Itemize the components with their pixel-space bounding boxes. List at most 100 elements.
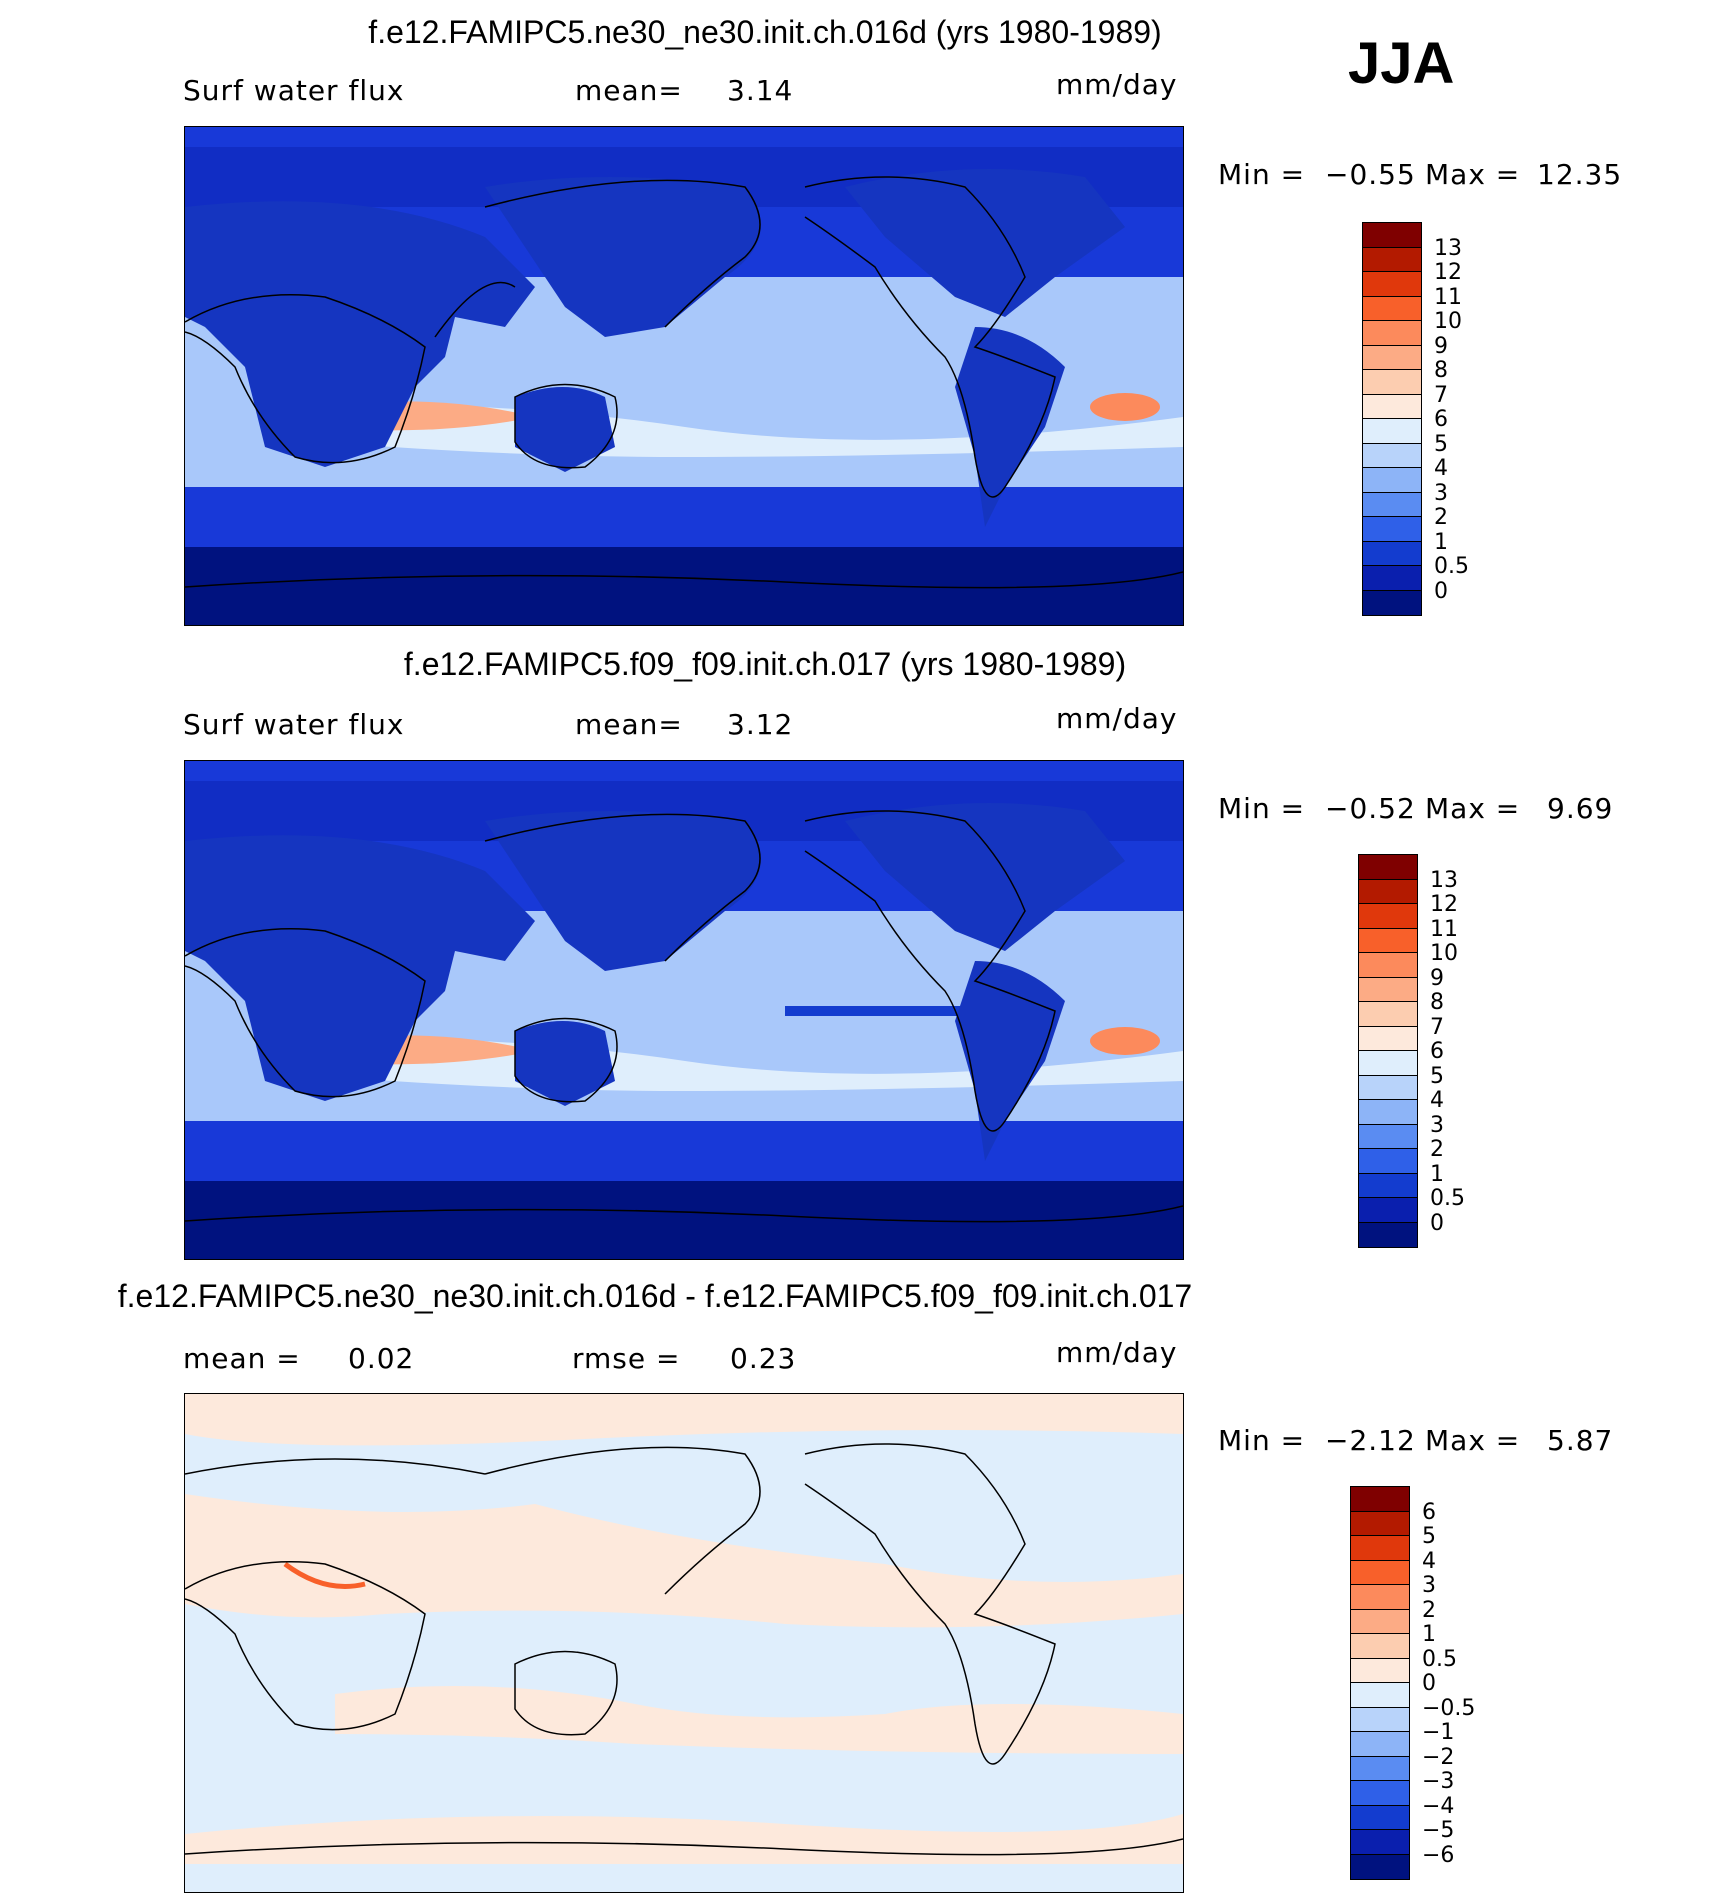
- colorbar-level-label: −4: [1422, 1793, 1455, 1819]
- colorbar-segment: [1363, 541, 1421, 566]
- colorbar-segment: [1351, 1634, 1409, 1659]
- colorbar-segment: [1363, 419, 1421, 444]
- colorbar-segment: [1363, 468, 1421, 493]
- colorbar-level-label: 6: [1430, 1039, 1444, 1064]
- colorbar-segment: [1351, 1487, 1409, 1512]
- colorbar-segment: [1351, 1756, 1409, 1781]
- panel3-max-label: Max =: [1425, 1424, 1521, 1457]
- colorbar-box: [1362, 222, 1422, 616]
- colorbar-segment: [1351, 1609, 1409, 1634]
- panel1-max-value: 12.35: [1537, 158, 1623, 191]
- colorbar-segment: [1359, 1222, 1417, 1247]
- colorbar-level-label: 1: [1430, 1161, 1444, 1187]
- colorbar-segment: [1351, 1805, 1409, 1830]
- colorbar-level-label: 7: [1434, 382, 1448, 408]
- colorbar-level-label: −0.5: [1422, 1695, 1476, 1721]
- panel2-min-value: −0.52: [1325, 792, 1416, 825]
- colorbar-segment: [1359, 1002, 1417, 1027]
- colorbar-segment: [1351, 1683, 1409, 1708]
- colorbar-segment: [1363, 394, 1421, 419]
- colorbar-level-label: 6: [1434, 407, 1448, 432]
- colorbar-segment: [1359, 1051, 1417, 1076]
- colorbar-segment: [1359, 1198, 1417, 1223]
- colorbar-box: [1358, 854, 1418, 1248]
- colorbar-level-label: 9: [1434, 333, 1448, 359]
- colorbar-level-label: 2: [1430, 1137, 1444, 1162]
- colorbar-segment: [1359, 1100, 1417, 1125]
- colorbar-segment: [1359, 977, 1417, 1002]
- colorbar-segment: [1363, 443, 1421, 468]
- panel1-left-label: Surf water flux: [183, 74, 405, 107]
- season-label: JJA: [1348, 31, 1455, 96]
- panel3-max-value: 5.87: [1547, 1424, 1614, 1457]
- panel1-min-label: Min =: [1218, 158, 1306, 191]
- colorbar-level-label: 8: [1434, 358, 1448, 383]
- colorbar-segment: [1351, 1585, 1409, 1610]
- colorbar-level-label: 0: [1422, 1671, 1436, 1696]
- panel1-mean-value: 3.14: [727, 74, 794, 107]
- panel2-title: f.e12.FAMIPC5.f09_f09.init.ch.017 (yrs 1…: [403, 646, 1127, 682]
- panel2-max-label: Max =: [1425, 792, 1521, 825]
- colorbar-segment: [1351, 1732, 1409, 1757]
- colorbar-level-label: 7: [1430, 1014, 1444, 1040]
- colorbar-level-label: 3: [1430, 1112, 1444, 1138]
- colorbar-box: [1350, 1486, 1410, 1880]
- panel3-map-svg: [185, 1394, 1183, 1892]
- colorbar-segment: [1351, 1830, 1409, 1855]
- colorbar-segment: [1363, 370, 1421, 395]
- panel3-min-label: Min =: [1218, 1424, 1306, 1457]
- colorbar-level-label: 2: [1434, 505, 1448, 530]
- colorbar-level-label: 11: [1430, 916, 1458, 942]
- panel1-map: [184, 126, 1184, 626]
- panel2-mean-value: 3.12: [727, 708, 794, 741]
- colorbar-segment: [1363, 492, 1421, 517]
- panel2-left-label: Surf water flux: [183, 708, 405, 741]
- panel1-mean-label: mean=: [575, 74, 683, 107]
- colorbar-segment: [1351, 1854, 1409, 1879]
- panel2-map: [184, 760, 1184, 1260]
- colorbar-level-label: 6: [1422, 1499, 1436, 1525]
- colorbar-level-label: 13: [1434, 235, 1462, 261]
- panel2-mean-label: mean=: [575, 708, 683, 741]
- panel3-rmse-value: 0.23: [730, 1342, 797, 1375]
- colorbar-level-label: 12: [1430, 892, 1458, 917]
- colorbar-level-label: 5: [1422, 1524, 1436, 1549]
- colorbar-level-label: 12: [1434, 260, 1462, 285]
- colorbar-level-label: 3: [1422, 1573, 1436, 1598]
- colorbar-segment: [1359, 1173, 1417, 1198]
- colorbar-segment: [1359, 904, 1417, 929]
- panel2-map-svg: [185, 761, 1183, 1259]
- colorbar-segment: [1359, 1149, 1417, 1174]
- colorbar-level-label: −3: [1422, 1769, 1455, 1794]
- colorbar-segment: [1363, 321, 1421, 346]
- colorbar-segment: [1359, 953, 1417, 978]
- panel2-units: mm/day: [1056, 702, 1178, 735]
- panel3-mean-value: 0.02: [348, 1342, 415, 1375]
- colorbar-segment: [1351, 1536, 1409, 1561]
- colorbar-level-label: 5: [1434, 431, 1448, 457]
- colorbar-segment: [1363, 590, 1421, 615]
- panel2-min-label: Min =: [1218, 792, 1306, 825]
- panel1-title: f.e12.FAMIPC5.ne30_ne30.init.ch.016d (yr…: [368, 14, 1162, 50]
- panel1-min-value: −0.55: [1325, 158, 1416, 191]
- colorbar-level-label: 11: [1434, 284, 1462, 310]
- colorbar-level-label: 3: [1434, 480, 1448, 506]
- colorbar-segment: [1359, 928, 1417, 953]
- colorbar-segment: [1351, 1658, 1409, 1683]
- panel1-units: mm/day: [1056, 68, 1178, 101]
- panel3-title: f.e12.FAMIPC5.ne30_ne30.init.ch.016d - f…: [117, 1278, 1193, 1314]
- colorbar-segment: [1363, 296, 1421, 321]
- colorbar-segment: [1351, 1560, 1409, 1585]
- colorbar-level-label: 0.5: [1430, 1186, 1465, 1211]
- colorbar-level-label: 9: [1430, 965, 1444, 991]
- colorbar-level-label: 10: [1434, 309, 1462, 334]
- colorbar-segment: [1363, 566, 1421, 591]
- colorbar-level-label: −2: [1422, 1744, 1455, 1770]
- colorbar-level-label: 0.5: [1434, 554, 1469, 579]
- panel1-max-label: Max =: [1425, 158, 1521, 191]
- colorbar-segment: [1359, 879, 1417, 904]
- colorbar-segment: [1363, 223, 1421, 248]
- colorbar-level-label: 4: [1422, 1548, 1436, 1574]
- colorbar-level-label: 4: [1434, 456, 1448, 481]
- panel3-min-value: −2.12: [1325, 1424, 1416, 1457]
